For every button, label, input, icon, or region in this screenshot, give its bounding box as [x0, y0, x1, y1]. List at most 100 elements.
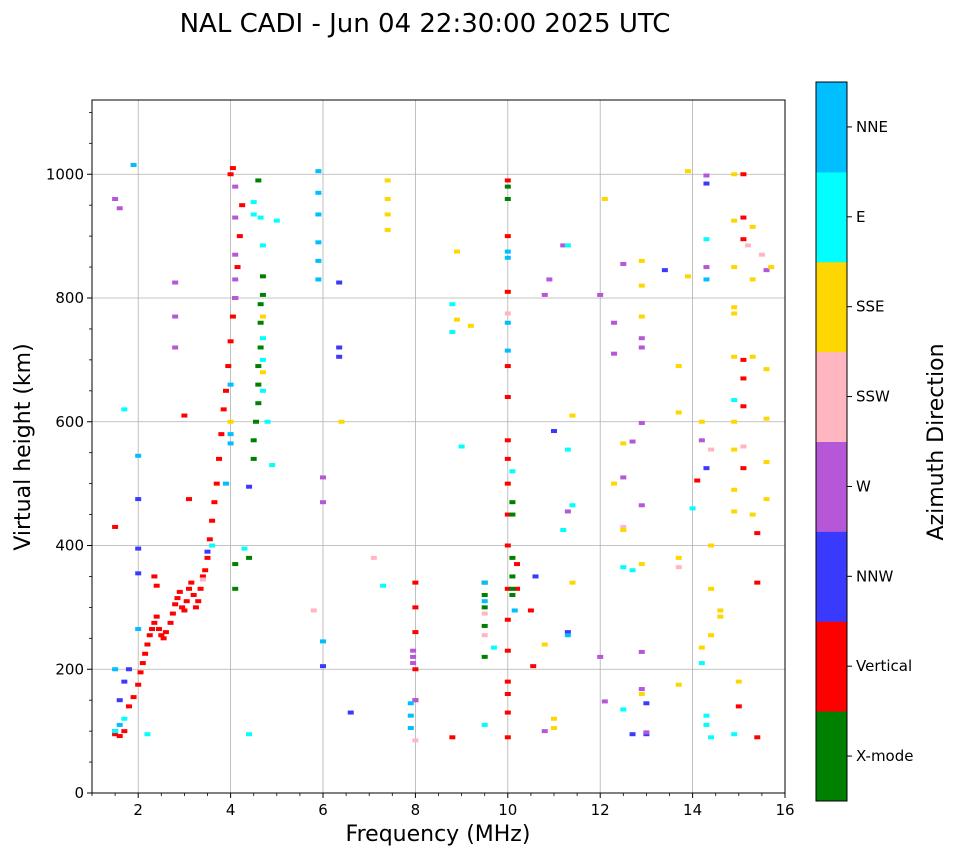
data-point-ssw [745, 243, 752, 248]
data-point-nnw [135, 546, 142, 551]
data-point-sse [638, 258, 645, 263]
colorbar-label-nne: NNE [856, 118, 888, 136]
data-point-x-mode [509, 593, 516, 597]
data-point-w [232, 252, 239, 257]
data-point-w [698, 438, 705, 443]
data-point-vertical [130, 695, 137, 700]
data-point-w [541, 729, 548, 734]
data-point-vertical [504, 481, 511, 486]
x-tick-label: 8 [411, 801, 421, 819]
data-point-nne [407, 713, 414, 718]
data-point-vertical [146, 633, 153, 638]
data-point-sse [731, 509, 738, 514]
grid-lines [92, 100, 786, 794]
data-point-x-mode [253, 419, 260, 424]
data-point-vertical [504, 679, 511, 684]
data-point-sse [684, 169, 691, 174]
data-point-sse [708, 633, 715, 638]
data-point-e [250, 200, 257, 205]
data-point-vertical [412, 605, 419, 610]
data-point-vertical [504, 395, 511, 399]
data-point-e [481, 722, 488, 727]
colorbar-swatch [816, 441, 847, 532]
data-point-ssw [481, 611, 488, 616]
x-axis-label: Frequency (MHz) [346, 822, 531, 847]
y-tick-label: 800 [55, 289, 84, 307]
data-point-vertical [236, 234, 243, 239]
data-point-sse [384, 227, 391, 232]
data-point-nnw [643, 701, 650, 706]
data-point-w [638, 420, 645, 425]
data-point-ssw [740, 444, 747, 449]
data-point-vertical [151, 574, 158, 579]
data-point-sse [731, 487, 738, 492]
data-point-vertical [504, 234, 511, 239]
data-point-ssw [310, 608, 317, 613]
data-point-vertical [137, 670, 144, 675]
data-point-e [257, 215, 264, 220]
data-point-x-mode [504, 184, 511, 189]
data-point-sse [551, 716, 557, 721]
data-point-vertical [174, 596, 181, 601]
data-point-nne [112, 667, 119, 672]
data-point-x-mode [509, 555, 516, 560]
data-point-sse [569, 413, 576, 418]
data-point-sse [717, 608, 724, 613]
data-point-nnw [629, 732, 636, 737]
data-point-e [121, 716, 128, 721]
data-point-e [703, 722, 710, 727]
data-point-vertical [142, 651, 149, 656]
data-point-sse [675, 555, 682, 560]
data-point-sse [384, 178, 391, 183]
data-point-e [490, 645, 497, 650]
data-point-sse [453, 249, 460, 254]
colorbar-label-nnw: NNW [856, 567, 893, 585]
data-point-vertical [144, 642, 151, 647]
data-point-e [620, 565, 627, 570]
x-tick-label: 6 [318, 801, 328, 819]
data-point-vertical [149, 627, 156, 632]
data-point-vertical [514, 562, 521, 567]
data-point-sse [708, 586, 715, 591]
data-point-vertical [112, 732, 119, 737]
data-point-w [611, 320, 618, 325]
data-point-vertical [229, 314, 236, 319]
x-tick-label: 2 [133, 801, 143, 819]
data-point-nne [504, 348, 511, 353]
data-point-w [643, 730, 650, 735]
data-point-vertical [504, 364, 511, 369]
data-point-ssw [370, 555, 377, 560]
data-point-vertical [206, 537, 213, 542]
data-point-w [638, 649, 645, 654]
data-point-w [629, 439, 636, 444]
data-point-ssw [481, 633, 488, 638]
data-point-x-mode [255, 401, 262, 406]
data-point-nnw [551, 429, 557, 434]
data-point-w [410, 661, 417, 666]
data-point-nne [227, 382, 234, 387]
data-point-nnw [135, 571, 142, 576]
data-point-sse [763, 497, 770, 502]
data-point-vertical [514, 586, 521, 591]
data-point-sse [763, 416, 770, 421]
data-point-vertical [192, 605, 199, 610]
data-point-vertical [155, 627, 162, 632]
data-point-w [703, 265, 710, 270]
data-points [112, 162, 775, 743]
data-point-vertical [216, 456, 223, 461]
data-point-vertical [202, 568, 209, 573]
data-point-e [509, 469, 516, 474]
data-point-nnw [532, 574, 539, 579]
data-point-vertical [227, 172, 234, 177]
data-point-w [638, 503, 645, 508]
data-point-vertical [694, 478, 701, 483]
data-point-x-mode [259, 292, 266, 297]
data-point-vertical [412, 667, 419, 672]
data-point-vertical [125, 704, 132, 709]
data-point-w [601, 699, 608, 704]
y-axis-label: Virtual height (km) [11, 343, 36, 550]
data-point-nne [320, 639, 326, 644]
data-point-vertical [220, 407, 227, 412]
data-point-e [209, 543, 216, 548]
colorbar-label-e: E [856, 208, 865, 226]
